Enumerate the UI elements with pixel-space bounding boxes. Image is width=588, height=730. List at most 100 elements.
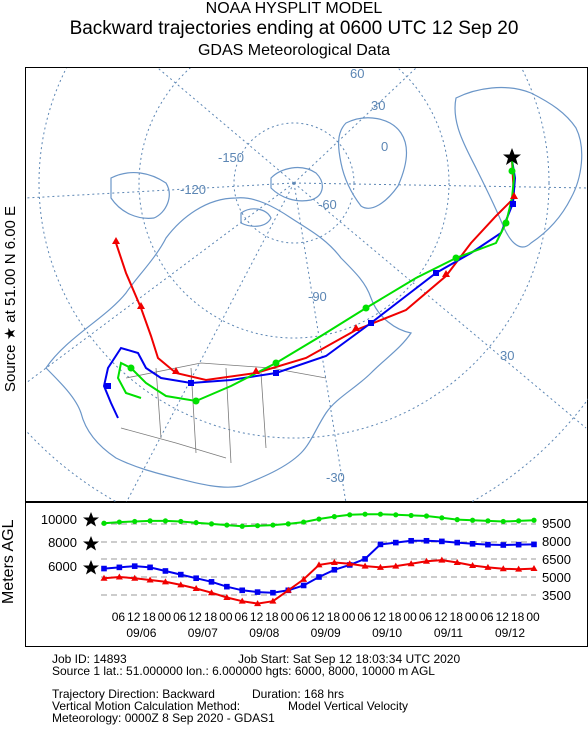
altitude-point-circle [316,516,322,522]
altitude-point-square [316,574,322,580]
info-meteorology: Meteorology: 0000Z 8 Sep 2020 - GDAS1 [52,711,275,725]
time-tick-label: 00 [465,610,479,624]
time-tick-label: 12 [373,610,387,624]
right-tick-label: 8000 [542,534,571,549]
altitude-point-circle [516,518,522,524]
marker-green [452,254,460,262]
marker-green [127,364,135,372]
title-meteorology: GDAS Meteorological Data [197,42,391,59]
time-tick-label: 18 [450,610,464,624]
altitude-point-square [469,540,476,547]
altitude-point-square [208,579,215,585]
altitude-point-triangle [515,565,523,572]
altitude-point-square [116,564,123,571]
altitude-point-square [224,583,230,590]
date-label: 09/09 [311,626,341,640]
left-ticks: 10000 8000 6000 [41,512,77,574]
altitude-point-circle [270,522,276,528]
time-tick-labels: 0018120600181206001812060018120600181206… [112,610,540,624]
map-trajectory-green [116,159,516,403]
altitude-point-triangle [100,574,108,581]
marker-blue [510,201,516,207]
altitude-point-triangle [330,559,338,566]
altitude-point-triangle [315,561,323,568]
graticule-label: -150 [218,150,244,165]
coastline-north-america [45,197,412,488]
date-labels: 09/12 09/11 09/10 09/09 09/08 09/07 09/06 [126,626,525,640]
altitude-point-circle [224,522,230,528]
altitude-point-triangle [469,562,477,569]
time-tick-label: 06 [480,610,494,624]
altitude-point-square [423,537,430,544]
altitude-point-triangle [407,560,415,567]
altitude-point-triangle [284,586,292,593]
map-markers [105,167,518,405]
altitude-point-triangle [376,563,384,570]
altitude-point-circle [439,515,445,521]
graticule-label: -90 [308,289,327,304]
altitude-point-square [408,537,414,544]
altitude-point-circle [423,513,430,519]
time-tick-label: 18 [204,610,218,624]
altitude-axis-label: Meters AGL [0,519,17,604]
altitude-point-triangle [361,562,369,569]
altitude-point-triangle [300,575,308,582]
altitude-point-square [377,541,384,548]
graticule-label: -120 [180,182,206,197]
marker-green [272,359,280,367]
star-icon [83,512,99,527]
date-label: 09/12 [495,626,525,640]
altitude-point-circle [254,523,261,529]
altitude-point-triangle [269,597,277,604]
time-tick-label: 18 [388,610,402,624]
time-tick-label: 06 [357,610,371,624]
graticule-circle [38,0,550,439]
coastline-arctic-islands [240,166,323,227]
time-tick-label: 06 [173,610,187,624]
graticule [0,0,588,549]
left-tick-label: 8000 [48,535,77,550]
marker-green [502,219,510,227]
graticule-label: -30 [326,470,345,485]
info-vertical-value: Model Vertical Velocity [288,699,409,713]
marker-green [192,397,200,405]
altitude-point-circle [178,518,184,525]
altitude-point-triangle [131,574,139,581]
graticule-meridian [145,57,295,184]
altitude-gridlines [101,523,536,596]
info-source: Source 1 lat.: 51.000000 lon.: 6.000000 … [52,664,435,678]
altitude-point-triangle [238,597,246,604]
border-state-lines [155,367,267,464]
altitude-point-circle [208,521,215,527]
altitude-point-triangle [438,556,446,563]
altitude-point-circle [101,520,107,526]
marker-red [252,367,260,374]
graticule-circle [233,122,355,244]
altitude-panel: 10000 8000 6000 9500 8000 6500 5000 3500 [25,502,588,647]
time-tick-label: 06 [112,610,126,624]
time-tick-label: 06 [235,610,249,624]
altitude-series [100,511,538,607]
graticule-circle [0,398,588,549]
marker-red [137,302,145,309]
time-tick-label: 18 [265,610,279,624]
coastline-greenland [338,117,408,209]
time-tick-label: 18 [142,610,156,624]
altitude-point-triangle [223,594,231,601]
altitude-point-square [515,541,522,548]
altitude-point-triangle [192,584,200,591]
altitude-point-circle [531,517,537,523]
altitude-point-triangle [392,562,400,569]
info-duration: Duration: 168 hrs [252,687,345,701]
graticule-label: 30 [371,98,385,113]
right-tick-label: 5000 [542,570,571,585]
time-tick-label: 06 [419,610,433,624]
marker-blue [273,370,279,376]
date-label: 09/08 [249,626,279,640]
altitude-point-circle [347,512,353,518]
altitude-point-square [101,565,107,572]
graticule-meridian [293,182,588,189]
altitude-point-triangle [423,557,430,564]
date-label: 09/07 [188,626,218,640]
right-tick-label: 3500 [542,588,571,603]
